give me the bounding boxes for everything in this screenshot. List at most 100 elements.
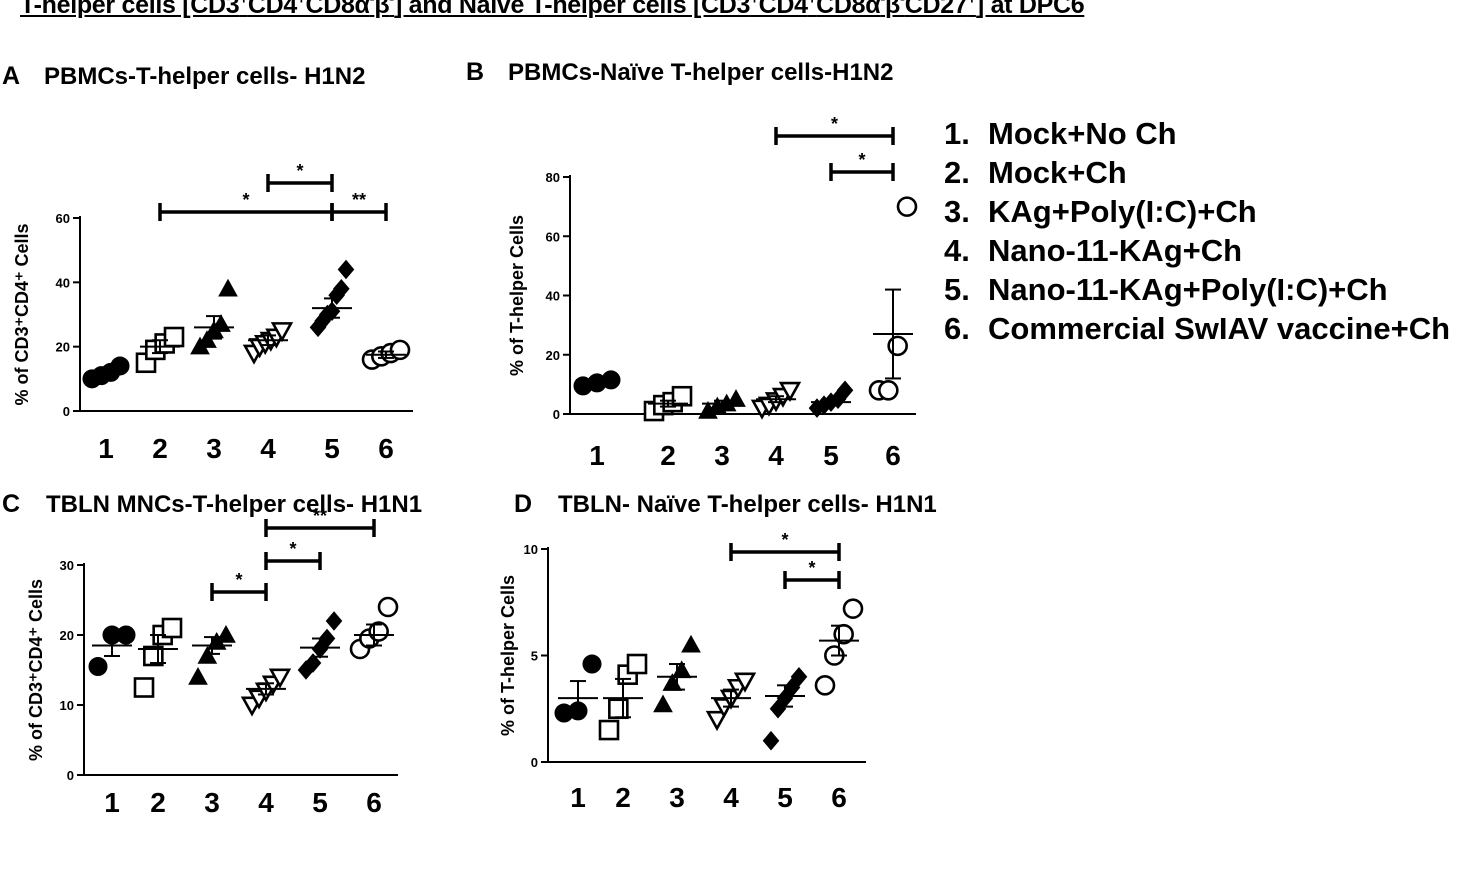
data-point: [671, 385, 693, 407]
legend-number: 5.: [944, 272, 970, 307]
group-3: [188, 624, 236, 685]
x-tick-label: 6: [378, 433, 394, 464]
figure-title: T-helper cells [CD3+CD4+CD8α-β-] and Naï…: [20, 0, 1085, 20]
x-tick-label: 1: [570, 782, 586, 813]
title-segment: CD8α: [305, 0, 370, 19]
data-point: [389, 339, 411, 361]
title-segment: β: [374, 0, 390, 19]
legend-label: Mock+No Ch: [988, 116, 1177, 151]
significance-label: **: [313, 506, 327, 526]
x-tick-label: 6: [885, 440, 901, 471]
x-tick-label: 3: [204, 787, 220, 818]
title-segment: CD4: [247, 0, 297, 19]
y-tick-label: 20: [546, 348, 560, 363]
group-1: [573, 370, 621, 396]
data-point: [377, 596, 399, 618]
data-point: [814, 675, 836, 696]
legend-number: 4.: [944, 233, 970, 268]
data-point: [133, 677, 155, 698]
title-segment: CD27: [904, 0, 968, 19]
group-6: [814, 598, 864, 696]
data-point: [778, 381, 802, 402]
group-4: [750, 381, 802, 420]
x-tick-label: 5: [324, 433, 340, 464]
data-point: [218, 278, 238, 297]
group-5: [762, 667, 808, 751]
group-1: [88, 625, 136, 676]
y-tick-label: 20: [56, 340, 70, 355]
data-point: [762, 730, 780, 751]
figure-title-rest: +CD4+CD8α-β-] and Naïve T-helper cells […: [239, 0, 1084, 19]
group-legend: 1. Mock+No Ch 2. Mock+Ch 3. KAg+Poly(I:C)+C…: [944, 114, 1480, 348]
title-superscript: -: [370, 0, 375, 8]
data-point: [88, 657, 108, 676]
data-point: [887, 335, 908, 357]
significance-bracket: *: [774, 114, 895, 145]
panel-letter: B: [466, 58, 484, 86]
data-point: [161, 617, 183, 639]
x-tick-label: 6: [831, 782, 847, 813]
y-tick-label: 0: [67, 768, 74, 783]
group-6: [361, 339, 411, 370]
title-superscript: +: [239, 0, 248, 8]
significance-bracket: *: [210, 570, 268, 601]
legend-label: Nano-11-KAg+Ch: [988, 233, 1243, 268]
data-point: [733, 672, 757, 693]
x-tick-label: 4: [768, 440, 784, 471]
x-tick-label: 4: [258, 787, 274, 818]
y-tick-label: 0: [553, 407, 560, 422]
y-tick-label: 40: [546, 289, 560, 304]
title-segment: CD4: [758, 0, 808, 19]
y-tick-label: 20: [60, 628, 74, 643]
title-segment: β: [885, 0, 901, 19]
group-5: [297, 611, 343, 680]
significance-label: **: [352, 190, 366, 210]
y-tick-label: 60: [56, 211, 70, 226]
data-point: [705, 710, 729, 732]
group-1: [82, 356, 130, 389]
x-tick-label: 6: [366, 787, 382, 818]
significance-label: *: [781, 530, 788, 550]
group-1: [554, 654, 602, 723]
y-axis-label: % of CD3⁺CD4⁺ Cells: [12, 223, 32, 405]
x-tick-label: 5: [777, 782, 793, 813]
significance-label: *: [242, 190, 249, 210]
y-tick-label: 60: [546, 229, 560, 244]
significance-label: *: [235, 570, 242, 590]
data-point: [325, 611, 343, 631]
x-tick-label: 1: [104, 787, 120, 818]
x-tick-label: 1: [98, 433, 114, 464]
legend-item-1: 1. Mock+No Ch: [944, 114, 1480, 153]
legend-label: Mock+Ch: [988, 155, 1127, 190]
x-tick-label: 3: [714, 440, 730, 471]
legend-label: KAg+Poly(I:C)+Ch: [988, 194, 1257, 229]
data-point: [333, 278, 350, 299]
title-segment: ] at DPC6: [975, 0, 1085, 19]
data-point: [268, 668, 292, 689]
x-tick-label: 5: [312, 787, 328, 818]
data-point: [626, 653, 648, 675]
y-tick-label: 30: [60, 558, 74, 573]
y-tick-label: 0: [531, 755, 538, 770]
significance-bracket: *: [264, 539, 322, 570]
data-point: [197, 645, 218, 664]
legend-label: Commercial SwIAV vaccine+Ch: [988, 311, 1451, 346]
significance-bracket: *: [829, 150, 895, 181]
legend-number: 2.: [944, 155, 970, 190]
group-3: [698, 389, 746, 419]
x-tick-label: 1: [589, 440, 605, 471]
x-tick-label: 4: [260, 433, 276, 464]
panel-title: TBLN- Naïve T-helper cells- H1N1: [558, 491, 937, 518]
y-tick-label: 0: [63, 404, 70, 419]
data-point: [681, 634, 701, 653]
title-segment: ] and Naïve T-helper cells [CD3: [394, 0, 751, 19]
x-tick-label: 2: [150, 787, 166, 818]
legend-number: 6.: [944, 311, 970, 346]
group-3: [653, 634, 701, 713]
x-tick-label: 3: [206, 433, 222, 464]
significance-label: *: [808, 558, 815, 578]
panel-letter: A: [2, 62, 20, 90]
significance-label: *: [831, 114, 838, 134]
title-superscript: -: [900, 0, 905, 8]
group-6: [349, 596, 399, 660]
